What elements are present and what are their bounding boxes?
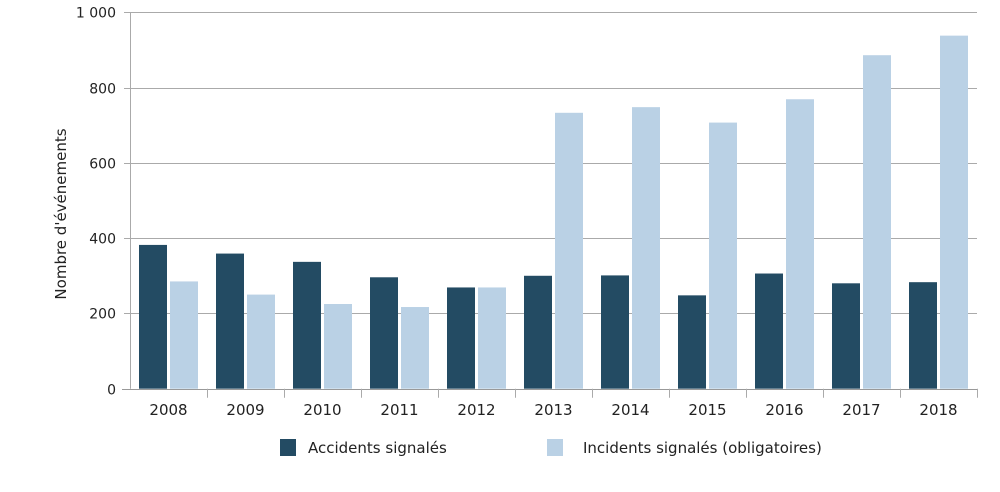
y-tick-label: 400 (89, 232, 116, 248)
bar-incidents-2013 (555, 112, 583, 389)
y-tick-label: 200 (89, 307, 116, 323)
bar-incidents-2018 (940, 35, 968, 389)
x-tick-label: 2011 (380, 401, 418, 419)
bar-incidents-2008 (170, 281, 198, 389)
bar-accidents-2015 (678, 295, 706, 389)
x-tick-label: 2014 (611, 401, 649, 419)
y-axis-ticks: 0 200 400 600 800 1 000 (76, 6, 116, 399)
bar-incidents-2009 (247, 294, 275, 389)
bar-incidents-2010 (324, 304, 352, 389)
x-tick-label: 2008 (149, 401, 187, 419)
x-tick-label: 2013 (534, 401, 572, 419)
bar-incidents-2016 (786, 99, 814, 389)
legend-swatch (280, 439, 296, 456)
legend-swatch (547, 439, 563, 456)
bar-accidents-2012 (447, 287, 475, 389)
bar-accidents-2018 (909, 282, 937, 389)
bar-accidents-2011 (370, 277, 398, 389)
bar-accidents-2017 (832, 283, 860, 389)
legend-label: Incidents signalés (obligatoires) (583, 439, 822, 457)
bar-accidents-2008 (139, 244, 167, 389)
y-tick-label: 0 (107, 383, 116, 399)
x-axis: 2008 2009 2010 2011 2012 2013 2014 2015 2016 2017… (149, 388, 978, 419)
x-tick-label: 2018 (919, 401, 957, 419)
bar-accidents-2010 (293, 261, 321, 389)
x-tick-label: 2009 (226, 401, 264, 419)
bar-incidents-2015 (709, 122, 737, 389)
x-tick-label: 2015 (688, 401, 726, 419)
x-tick-label: 2012 (457, 401, 495, 419)
y-tick-label: 800 (89, 82, 116, 98)
bar-accidents-2014 (601, 275, 629, 389)
y-tick-label: 1 000 (76, 6, 116, 22)
bar-accidents-2016 (755, 273, 783, 389)
bar-accidents-2009 (216, 253, 244, 389)
y-tick-label: 600 (89, 157, 116, 173)
x-tick-label: 2010 (303, 401, 341, 419)
y-axis-label: Nombre d'événements (52, 128, 70, 299)
bar-incidents-2017 (863, 55, 891, 389)
x-tick-label: 2016 (765, 401, 803, 419)
bar-accidents-2013 (524, 275, 552, 389)
bar-incidents-2012 (478, 287, 506, 389)
legend: Accidents signalés Incidents signalés (ob… (280, 439, 822, 457)
legend-label: Accidents signalés (308, 439, 447, 457)
bar-incidents-2014 (632, 107, 660, 389)
bars (139, 35, 968, 389)
x-tick-label: 2017 (842, 401, 880, 419)
bar-incidents-2011 (401, 307, 429, 389)
